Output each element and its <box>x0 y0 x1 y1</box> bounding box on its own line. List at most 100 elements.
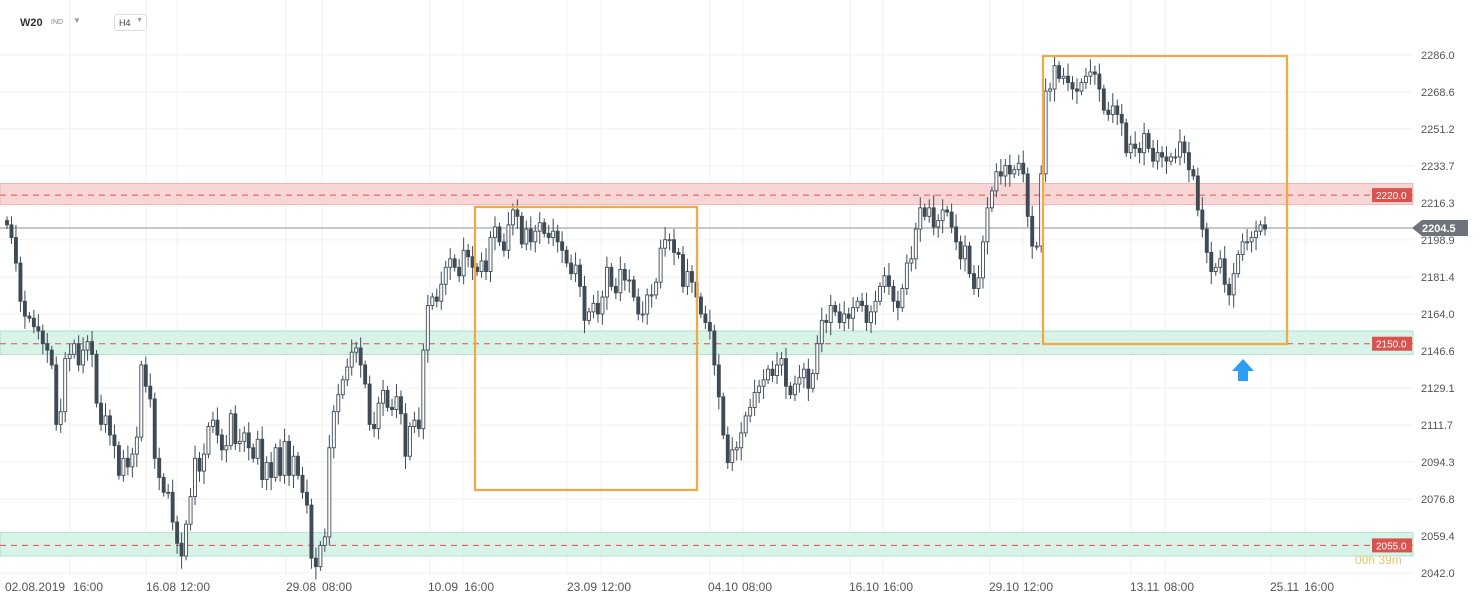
candle-bear <box>501 241 506 251</box>
candle-bull <box>210 419 215 427</box>
price-axis: 2286.0 2268.6 2251.2 2233.7 2216.3 2198.9 2181… <box>1421 50 1455 580</box>
candle-bear <box>215 419 220 436</box>
candle-bull <box>1173 156 1178 159</box>
candle <box>1119 103 1124 136</box>
candle <box>121 449 126 482</box>
candle <box>242 426 247 452</box>
candle <box>721 392 726 440</box>
candle <box>712 324 717 376</box>
candle <box>918 197 923 242</box>
candle <box>206 422 211 459</box>
candle <box>260 426 265 489</box>
candle-bear <box>721 396 726 436</box>
candle <box>869 305 873 334</box>
candle <box>255 430 260 465</box>
candle <box>269 451 274 491</box>
candle <box>179 532 184 569</box>
chevron-down-icon[interactable]: ▼ <box>73 16 81 25</box>
candle <box>1012 165 1017 179</box>
candle-bear <box>895 300 900 309</box>
candle-bear <box>76 343 81 366</box>
candle-bull <box>739 432 744 449</box>
candle <box>945 205 950 217</box>
candle <box>873 290 878 325</box>
candle <box>49 345 54 370</box>
candle-bear <box>1263 224 1267 230</box>
candle <box>421 343 426 440</box>
candle <box>1043 78 1048 183</box>
candle <box>58 398 63 433</box>
candle <box>336 384 341 425</box>
candle-bull <box>58 411 63 425</box>
candle-bear <box>922 207 927 217</box>
candle-bear <box>403 413 408 457</box>
candle <box>810 369 815 393</box>
candle <box>752 379 757 416</box>
candle-bull <box>130 453 135 468</box>
candle <box>1092 65 1097 85</box>
y-tick-label: 2129.1 <box>1421 383 1455 395</box>
candle <box>1097 63 1102 102</box>
candle-bull <box>1245 241 1250 244</box>
candle-bull <box>206 426 211 455</box>
candle-bull <box>1061 75 1066 79</box>
y-tick-label: 2059.4 <box>1421 531 1455 543</box>
x-tick-label: 08:00 <box>742 580 772 594</box>
candle <box>927 199 932 223</box>
candle <box>394 384 399 419</box>
candle-bear <box>622 268 627 281</box>
candle-bear <box>94 353 99 404</box>
candle <box>994 163 999 198</box>
candle <box>85 335 90 361</box>
candle-bear <box>1182 141 1187 154</box>
candle <box>757 379 762 404</box>
timeframe-select[interactable]: H4 ▼ <box>114 14 147 31</box>
candle <box>300 466 305 499</box>
candle-bear <box>707 322 712 332</box>
candle <box>363 360 368 389</box>
candle <box>170 479 175 531</box>
candle <box>833 301 838 317</box>
candle <box>1263 216 1267 236</box>
candle-bear <box>864 305 869 323</box>
symbol-name[interactable]: W20 <box>20 17 43 29</box>
candle-bear <box>1057 65 1062 79</box>
candle <box>958 235 963 270</box>
candle-bear <box>1075 88 1079 92</box>
candle-bull <box>810 372 815 389</box>
candle <box>237 428 242 452</box>
candle-bear <box>385 389 390 408</box>
candle <box>954 214 959 251</box>
candle <box>103 403 108 433</box>
candle-bear <box>958 241 963 260</box>
candle-bull <box>166 491 171 494</box>
candle <box>815 335 820 380</box>
candle <box>784 347 788 399</box>
candle <box>604 256 609 310</box>
candle-bull <box>331 411 336 449</box>
candle-bull <box>439 283 444 302</box>
candle-bear <box>1124 122 1129 154</box>
candle-bear <box>1227 283 1232 296</box>
candle <box>1218 250 1223 274</box>
candle <box>1240 233 1245 261</box>
candle <box>1142 122 1147 166</box>
candle-bull <box>1088 71 1093 77</box>
candle <box>22 290 27 329</box>
candle-bear <box>609 266 614 287</box>
candle-bear <box>9 224 14 239</box>
candle-bear <box>1097 73 1102 90</box>
candle-bull <box>797 377 802 385</box>
candle-bull <box>627 279 632 282</box>
candle <box>739 422 744 461</box>
candle <box>730 437 735 472</box>
candle-bull <box>1155 152 1160 162</box>
y-tick-label: 2076.8 <box>1421 494 1455 506</box>
candle <box>1133 131 1138 157</box>
x-tick-label: 10.09 <box>428 580 458 594</box>
candle <box>264 456 269 491</box>
candle <box>1245 229 1250 251</box>
candle <box>9 216 14 244</box>
candle <box>1021 150 1026 183</box>
